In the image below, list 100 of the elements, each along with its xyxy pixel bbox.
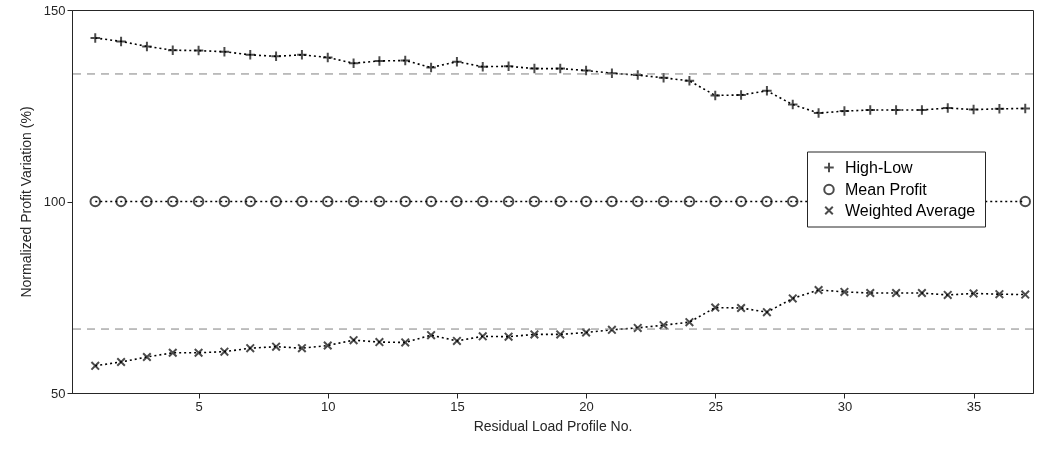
point: [632, 323, 643, 333]
point: [347, 57, 360, 69]
point: [555, 329, 566, 340]
y-axis-title: Normalized Profit Variation (%): [17, 106, 34, 298]
x-axis-title: Residual Load Profile No.: [473, 417, 633, 434]
point: [192, 44, 205, 57]
point: [709, 89, 721, 102]
point: [942, 290, 953, 300]
point: [710, 302, 721, 313]
point: [580, 195, 592, 208]
x-tick-label: 15: [450, 398, 465, 414]
point: [657, 72, 670, 84]
point: [761, 195, 773, 208]
point: [554, 195, 566, 208]
point: [116, 357, 126, 367]
point: [245, 343, 256, 353]
point: [193, 347, 204, 358]
x-tick-label: 30: [837, 398, 853, 414]
legend-label: Mean Profit: [845, 180, 928, 198]
point: [917, 288, 927, 298]
point: [735, 195, 747, 208]
point: [219, 346, 230, 357]
point: [399, 195, 411, 208]
point: [322, 195, 334, 208]
point: [425, 195, 437, 208]
point: [244, 49, 256, 61]
point: [606, 67, 618, 79]
point: [813, 285, 824, 295]
point: [322, 340, 333, 351]
x-tick-label: 10: [321, 398, 336, 414]
point: [891, 288, 901, 298]
point: [347, 195, 360, 208]
point: [528, 62, 541, 75]
point: [839, 287, 850, 297]
point: [373, 195, 386, 208]
point: [244, 195, 256, 208]
point: [167, 44, 179, 56]
point: [994, 289, 1005, 299]
y-tick-label: 150: [43, 2, 66, 18]
point: [322, 51, 334, 64]
point: [607, 325, 617, 335]
x-tick-label: 5: [195, 398, 203, 414]
point: [399, 54, 411, 67]
point: [502, 195, 515, 208]
point: [192, 195, 205, 208]
y-tick-label: 50: [51, 385, 66, 401]
point: [657, 195, 670, 208]
point: [115, 195, 127, 208]
point: [967, 103, 980, 116]
point: [297, 343, 307, 353]
point: [787, 195, 799, 208]
x-tick-label: 35: [966, 398, 982, 414]
point: [993, 103, 1006, 115]
point: [865, 288, 876, 298]
point: [1020, 289, 1031, 300]
point: [787, 293, 798, 304]
point: [709, 195, 721, 208]
point: [580, 64, 592, 77]
point: [787, 98, 799, 111]
point: [1019, 195, 1031, 208]
legend-label: High-Low: [845, 158, 914, 176]
point: [477, 195, 489, 208]
point: [761, 85, 773, 97]
point: [554, 62, 566, 75]
point: [425, 61, 437, 74]
point: [684, 317, 695, 327]
point: [1019, 102, 1031, 115]
point: [89, 195, 101, 208]
point: [762, 307, 772, 317]
point: [529, 329, 540, 340]
point: [451, 195, 463, 208]
point: [218, 195, 231, 208]
point: [142, 352, 152, 362]
point: [452, 336, 462, 346]
point: [141, 40, 153, 53]
point: [400, 337, 411, 348]
point: [348, 335, 359, 345]
x-tick-label: 20: [579, 398, 594, 414]
point: [115, 35, 127, 48]
point: [736, 303, 746, 313]
point: [528, 195, 541, 208]
point: [271, 341, 281, 352]
point: [426, 330, 436, 340]
x-tick-label: 25: [708, 398, 723, 414]
point: [683, 195, 696, 208]
point: [606, 195, 618, 208]
point: [167, 347, 178, 358]
point: [477, 331, 488, 342]
point: [296, 49, 308, 61]
point: [296, 195, 308, 208]
point: [141, 195, 153, 208]
point: [632, 195, 644, 208]
point: [658, 320, 669, 330]
legend-label: Weighted Average: [845, 201, 976, 219]
point: [581, 327, 591, 338]
y-tick-label: 100: [43, 194, 66, 209]
point: [218, 46, 231, 58]
point: [374, 337, 385, 347]
point: [503, 331, 514, 342]
point: [968, 288, 979, 299]
